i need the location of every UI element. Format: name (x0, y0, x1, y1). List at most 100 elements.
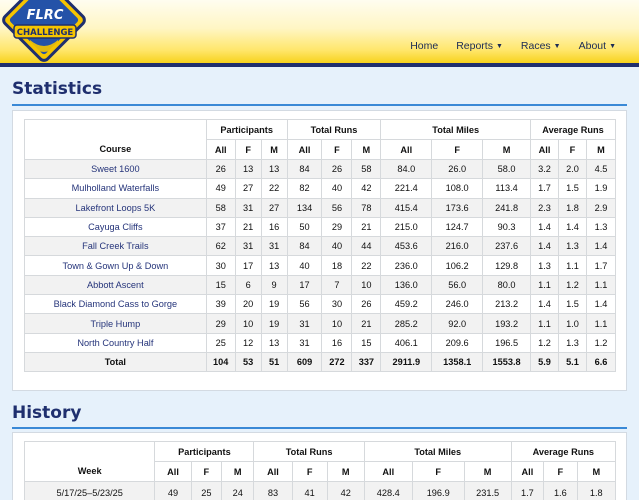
table-cell: 2.9 (585, 197, 617, 218)
main-nav: Home Reports ▼ Races ▼ About ▼ (401, 40, 625, 52)
table-cell: 9 (260, 274, 288, 296)
table-cell: 31 (286, 313, 323, 334)
table-cell: 136.0 (380, 274, 433, 296)
table-cell: 1.6 (543, 481, 578, 500)
col-group-participants: Participants (154, 441, 255, 462)
nav-about-label: About (578, 40, 607, 52)
table-cell: 1.4 (585, 236, 617, 257)
total-cell: 337 (351, 351, 382, 372)
table-cell: 1.5 (557, 178, 587, 199)
col-header-all: All (154, 461, 192, 482)
table-cell: 18 (321, 255, 353, 276)
table-cell: 1.1 (585, 313, 617, 334)
table-cell: 13 (260, 158, 288, 180)
logo-line2: CHALLENGE (17, 28, 74, 38)
table-cell: 37 (205, 216, 236, 238)
table-row: Sweet 1600 26 13 13 84 26 58 84.0 26.0 58.0 3.2 2.0… (24, 158, 617, 180)
table-cell: 124.7 (431, 216, 484, 238)
course-link[interactable]: Fall Creek Trails (24, 236, 207, 257)
history-heading: History (12, 403, 82, 423)
table-cell: 40 (286, 255, 323, 276)
table-cell: 1.2 (557, 274, 587, 296)
total-cell: 6.6 (585, 351, 617, 372)
course-link[interactable]: Cayuga Cliffs (24, 216, 207, 238)
table-cell: 221.4 (380, 178, 433, 199)
table-cell: 16 (321, 332, 353, 353)
table-cell: 1.5 (557, 294, 587, 315)
table-cell: 7 (321, 274, 353, 296)
table-cell: 31 (286, 332, 323, 353)
table-cell: 21 (351, 313, 382, 334)
table-cell: 1.4 (585, 294, 617, 315)
table-cell: 58.0 (482, 158, 532, 180)
table-cell: 31 (260, 236, 288, 257)
table-cell: 17 (286, 274, 323, 296)
table-cell: 1.7 (530, 178, 559, 199)
course-link[interactable]: Black Diamond Cass to Gorge (24, 294, 207, 315)
table-cell: 10 (321, 313, 353, 334)
table-cell: 42 (351, 178, 382, 199)
nav-reports[interactable]: Reports ▼ (447, 40, 512, 52)
nav-reports-label: Reports (456, 40, 493, 52)
table-cell: 31 (234, 197, 262, 218)
nav-home[interactable]: Home (401, 40, 447, 52)
table-cell: 29 (205, 313, 236, 334)
table-cell: 83 (253, 481, 293, 500)
table-cell: 1.1 (585, 274, 617, 296)
table-cell: 15 (205, 274, 236, 296)
col-header-all: All (205, 139, 236, 160)
table-cell: 1.1 (557, 255, 587, 276)
table-cell: 58 (205, 197, 236, 218)
col-header-f: F (190, 461, 223, 482)
table-cell: 196.9 (411, 481, 465, 500)
total-label: Total (24, 351, 207, 372)
table-cell: 415.4 (380, 197, 433, 218)
nav-races[interactable]: Races ▼ (512, 40, 570, 52)
nav-home-label: Home (410, 40, 439, 52)
nav-about[interactable]: About ▼ (570, 40, 625, 52)
table-cell: 10 (351, 274, 382, 296)
table-cell: 82 (286, 178, 323, 199)
course-link[interactable]: Mulholland Waterfalls (24, 178, 207, 199)
table-cell: 84 (286, 236, 323, 257)
statistics-heading: Statistics (12, 79, 103, 99)
table-cell: 406.1 (380, 332, 433, 353)
col-header-f: F (543, 461, 578, 482)
table-cell: 13 (260, 255, 288, 276)
table-cell: 19 (260, 313, 288, 334)
table-cell: 22 (351, 255, 382, 276)
table-cell: 84 (286, 158, 323, 180)
table-cell: 1.9 (585, 178, 617, 199)
course-link[interactable]: North Country Half (24, 332, 207, 353)
table-cell: 173.6 (431, 197, 484, 218)
col-header-all: All (363, 461, 413, 482)
table-cell: 3.2 (530, 158, 559, 180)
table-cell: 58 (351, 158, 382, 180)
table-cell: 209.6 (431, 332, 484, 353)
table-cell: 56.0 (431, 274, 484, 296)
col-header-m: M (260, 139, 288, 160)
table-cell: 49 (154, 481, 192, 500)
nav-races-label: Races (520, 40, 551, 52)
table-row: Triple Hump 29 10 19 31 10 21 285.2 92.0 193.2 1.1… (24, 313, 617, 334)
total-row: Total 104 53 51 609 272 337 2911.9 1358.1 1553.8 5… (24, 351, 617, 372)
course-link[interactable]: Abbott Ascent (24, 274, 207, 296)
course-link[interactable]: Lakefront Loops 5K (24, 197, 207, 218)
course-link[interactable]: Town & Gown Up & Down (24, 255, 207, 276)
table-cell: 27 (260, 197, 288, 218)
table-cell: 26 (205, 158, 236, 180)
course-link[interactable]: Sweet 1600 (24, 158, 207, 180)
table-cell: 1.1 (530, 313, 559, 334)
flrc-challenge-logo[interactable]: FLRC CHALLENGE (0, 0, 92, 70)
table-cell: 129.8 (482, 255, 532, 276)
col-group-total-miles: Total Miles (380, 119, 532, 140)
col-header-all: All (253, 461, 293, 482)
course-link[interactable]: Triple Hump (24, 313, 207, 334)
chevron-down-icon: ▼ (609, 42, 616, 50)
total-cell: 51 (260, 351, 288, 372)
table-cell: 1.8 (576, 481, 617, 500)
table-cell: 231.5 (463, 481, 512, 500)
table-cell: 50 (286, 216, 323, 238)
table-cell: 62 (205, 236, 236, 257)
table-cell: 1.3 (530, 255, 559, 276)
